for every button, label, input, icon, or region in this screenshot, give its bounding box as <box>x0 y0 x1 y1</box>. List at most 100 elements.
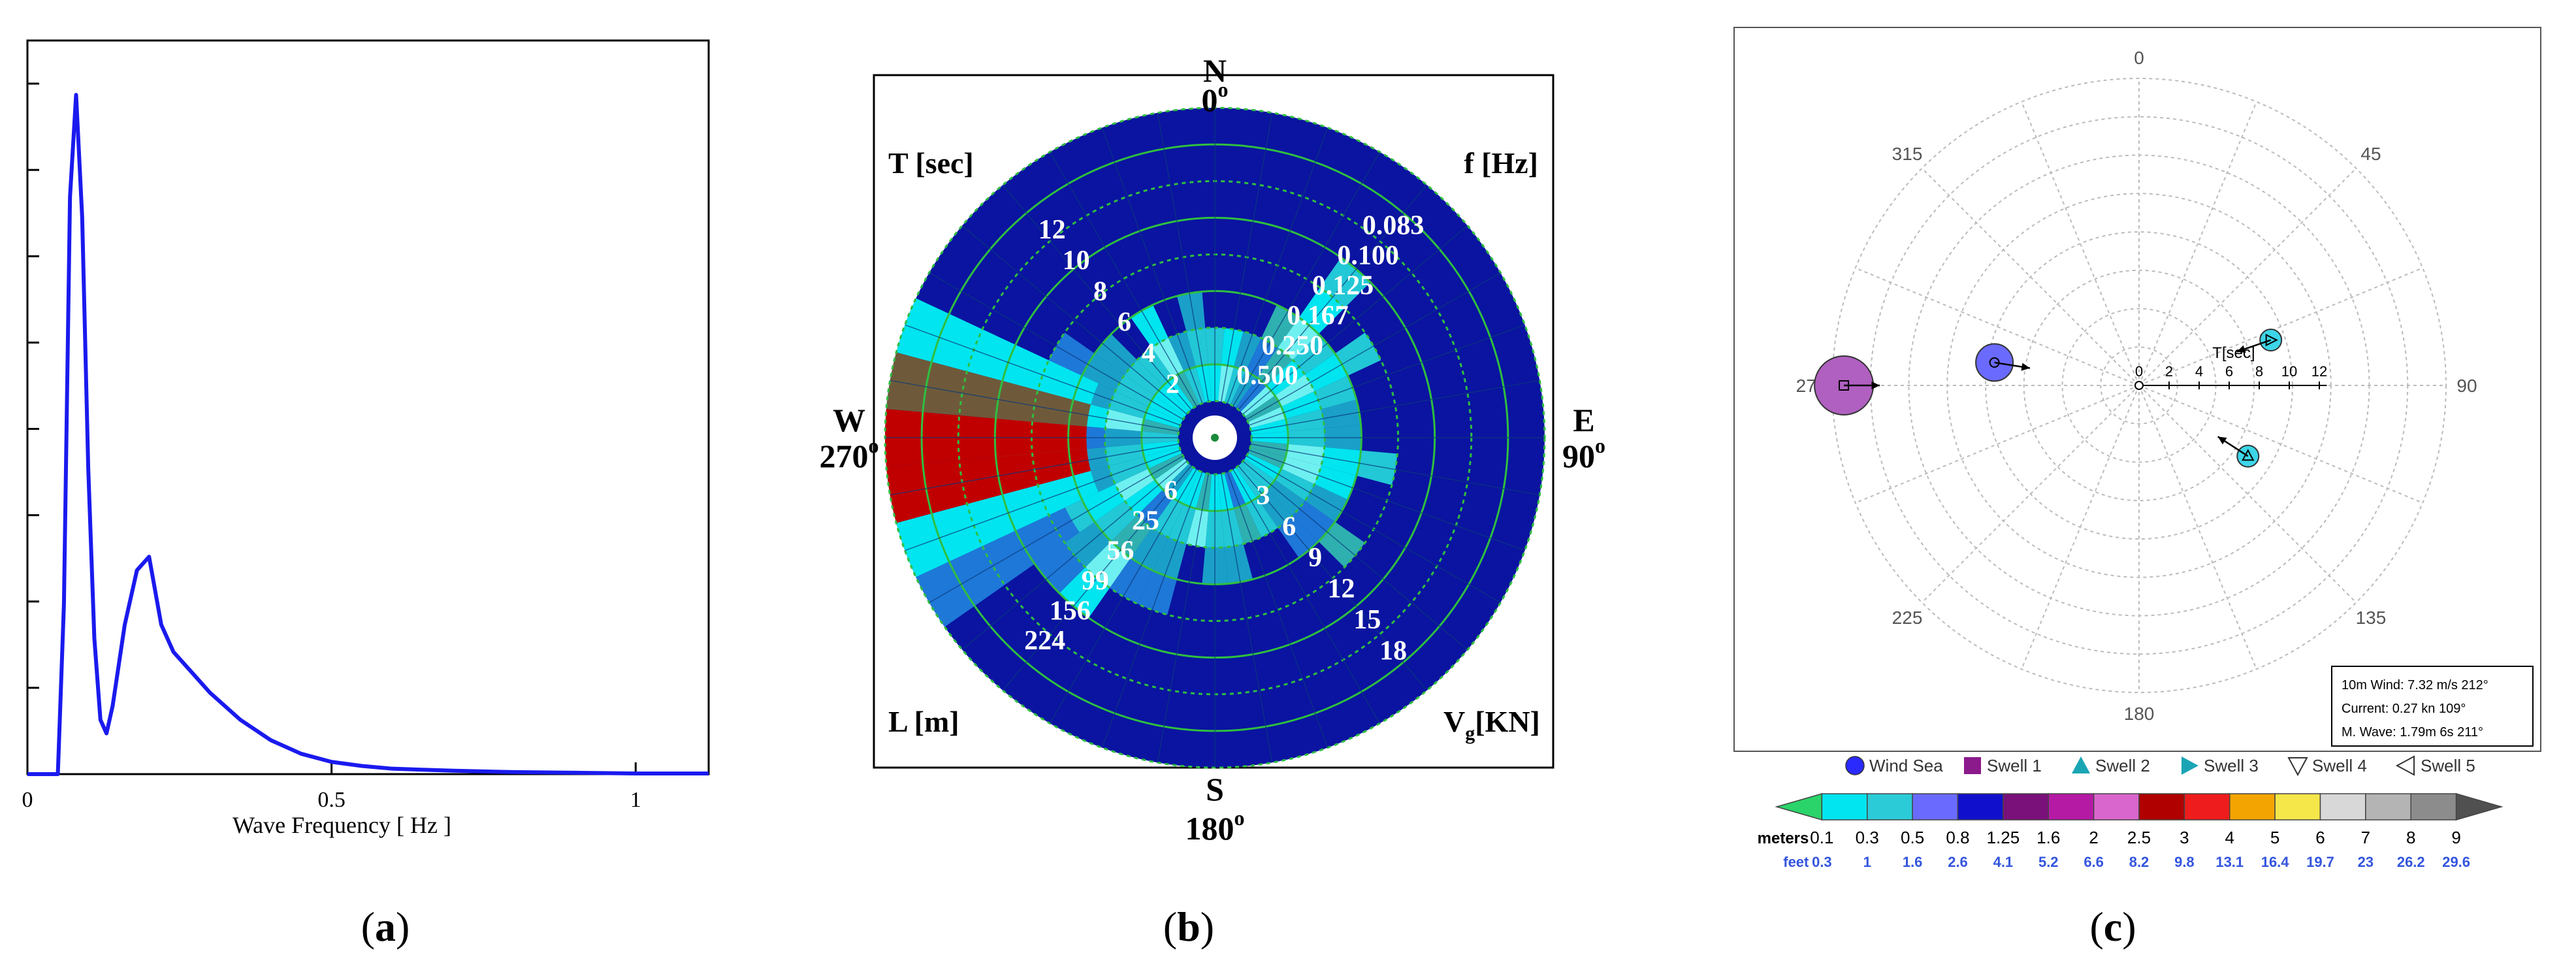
colorbar-feet-label: feet <box>1783 854 1809 870</box>
polar-ray <box>1242 461 1468 651</box>
energy-cell <box>1261 304 1299 348</box>
energy-cell <box>1217 473 1234 511</box>
energy-cell <box>1334 333 1381 376</box>
info-line: Current: 0.27 kn 109° <box>2342 702 2466 716</box>
group-speed-label: 15 <box>1353 605 1381 635</box>
frequency-label: 0.100 <box>1337 240 1399 270</box>
polar-ray <box>1249 324 1525 426</box>
energy-cell <box>1110 557 1153 604</box>
energy-cell <box>1217 365 1234 402</box>
panel-label-c: (c) <box>2089 903 2136 950</box>
colorbar-cell <box>2365 793 2411 821</box>
colorbar-feet-value: 13.1 <box>2215 854 2244 870</box>
wavelength-label: 56 <box>1106 536 1134 566</box>
polar-ray <box>1049 469 1197 724</box>
energy-cell <box>1137 570 1177 615</box>
panel-label-a: (a) <box>361 903 410 950</box>
compass-e-degrees: 90o <box>1562 434 1605 474</box>
polar-ray <box>1249 449 1525 551</box>
period-tick-label: 8 <box>2255 363 2263 380</box>
energy-cell <box>1224 366 1246 405</box>
energy-cell <box>1246 338 1278 378</box>
energy-sector <box>886 352 1091 427</box>
compass-n: N <box>1203 52 1227 89</box>
energy-cell <box>1246 497 1278 538</box>
plot-frame <box>26 39 710 775</box>
legend-swell-3-label: Swell 3 <box>2204 756 2259 775</box>
polar-ray <box>1101 472 1203 748</box>
polar-ray <box>2138 385 2357 604</box>
polar-ray <box>1002 465 1192 691</box>
colorbar-meters-value: 8 <box>2406 828 2415 847</box>
legend-swell-3-symbol <box>2182 756 2198 775</box>
polar-ray <box>1855 267 2140 386</box>
group-speed-label: 12 <box>1327 574 1355 604</box>
legend-swell-5-symbol <box>2395 755 2415 776</box>
energy-cell <box>1186 328 1209 367</box>
colorbar-feet-value: 1.6 <box>1903 854 1923 870</box>
info-line: 10m Wind: 7.32 m/s 212° <box>2342 678 2488 692</box>
polar-ray <box>1238 465 1428 691</box>
frequency-label: 0.125 <box>1312 270 1374 301</box>
polar-ray <box>2138 385 2257 670</box>
energy-cell <box>1304 484 1348 522</box>
info-box <box>2331 666 2534 747</box>
colorbar-meters-value: 1.6 <box>2037 828 2060 847</box>
colorbar-meters-value: 5 <box>2270 828 2279 847</box>
colorbar-meters-value: 0.1 <box>1810 828 1833 847</box>
direction-label: 45 <box>2360 144 2381 164</box>
polar-ray <box>1246 455 1501 604</box>
colorbar-feet-value: 0.3 <box>1812 854 1832 870</box>
polar-ray <box>1157 474 1209 763</box>
colorbar-meters-value: 1.25 <box>1987 828 2020 847</box>
colorbar-feet-value: 5.2 <box>2038 854 2059 870</box>
energy-cell <box>1144 406 1182 429</box>
compass-n-degrees: 0o <box>1202 78 1229 118</box>
energy-cell <box>1285 444 1325 466</box>
frequency-label: 0.167 <box>1287 301 1349 331</box>
energy-cell <box>1131 304 1168 348</box>
colorbar-meters-value: 9 <box>2451 828 2460 847</box>
polar-ray <box>961 225 1187 415</box>
energy-cell <box>1115 374 1155 407</box>
colorbar-cell <box>1867 793 1913 821</box>
polar-ray <box>890 444 1179 496</box>
energy-cell <box>1048 333 1095 376</box>
wavelength-label: 224 <box>1024 626 1065 656</box>
energy-cell <box>1108 457 1149 485</box>
polar-ray <box>1232 469 1381 724</box>
polar-ray <box>905 449 1181 551</box>
corner-label-period: T [sec] <box>888 146 974 180</box>
colorbar-meters-value: 2.5 <box>2127 828 2151 847</box>
colorbar-meters-value: 4 <box>2225 828 2234 847</box>
energy-cell <box>1281 391 1321 419</box>
colorbar-feet-value: 26.2 <box>2397 854 2425 870</box>
colorbar-feet-value: 23 <box>2358 854 2374 870</box>
colorbar-meters-label: meters <box>1758 830 1809 847</box>
center-marker <box>2134 381 2144 390</box>
polar-ring <box>1831 78 2447 693</box>
group-speed-label: 6 <box>1282 512 1296 542</box>
group-speed-label: 18 <box>1379 636 1407 666</box>
wavelength-label: 25 <box>1132 506 1159 536</box>
wavelength-label: 156 <box>1050 596 1091 626</box>
panel-label-b: (b) <box>1163 903 1214 950</box>
legend-wind-sea-symbol <box>1845 756 1865 775</box>
energy-cell <box>1321 399 1361 429</box>
colorbar-meters-value: 0.3 <box>1856 828 1879 847</box>
colorbar-meters-value: 0.5 <box>1901 828 1924 847</box>
colorbar-feet-value: 29.6 <box>2442 854 2470 870</box>
x-tick-label: 0.5 <box>317 788 346 812</box>
direction-label: 315 <box>1892 144 1923 164</box>
polar-ray <box>1921 167 2140 386</box>
energy-cell <box>1176 291 1206 332</box>
polar-ray <box>929 272 1183 420</box>
component-symbol <box>2265 333 2278 347</box>
period-tick-label: 0 <box>2135 363 2143 380</box>
wavelength-label: 6 <box>1164 476 1178 506</box>
energy-cell <box>1186 508 1209 547</box>
energy-cell <box>1224 544 1253 584</box>
energy-cell <box>1221 508 1244 547</box>
